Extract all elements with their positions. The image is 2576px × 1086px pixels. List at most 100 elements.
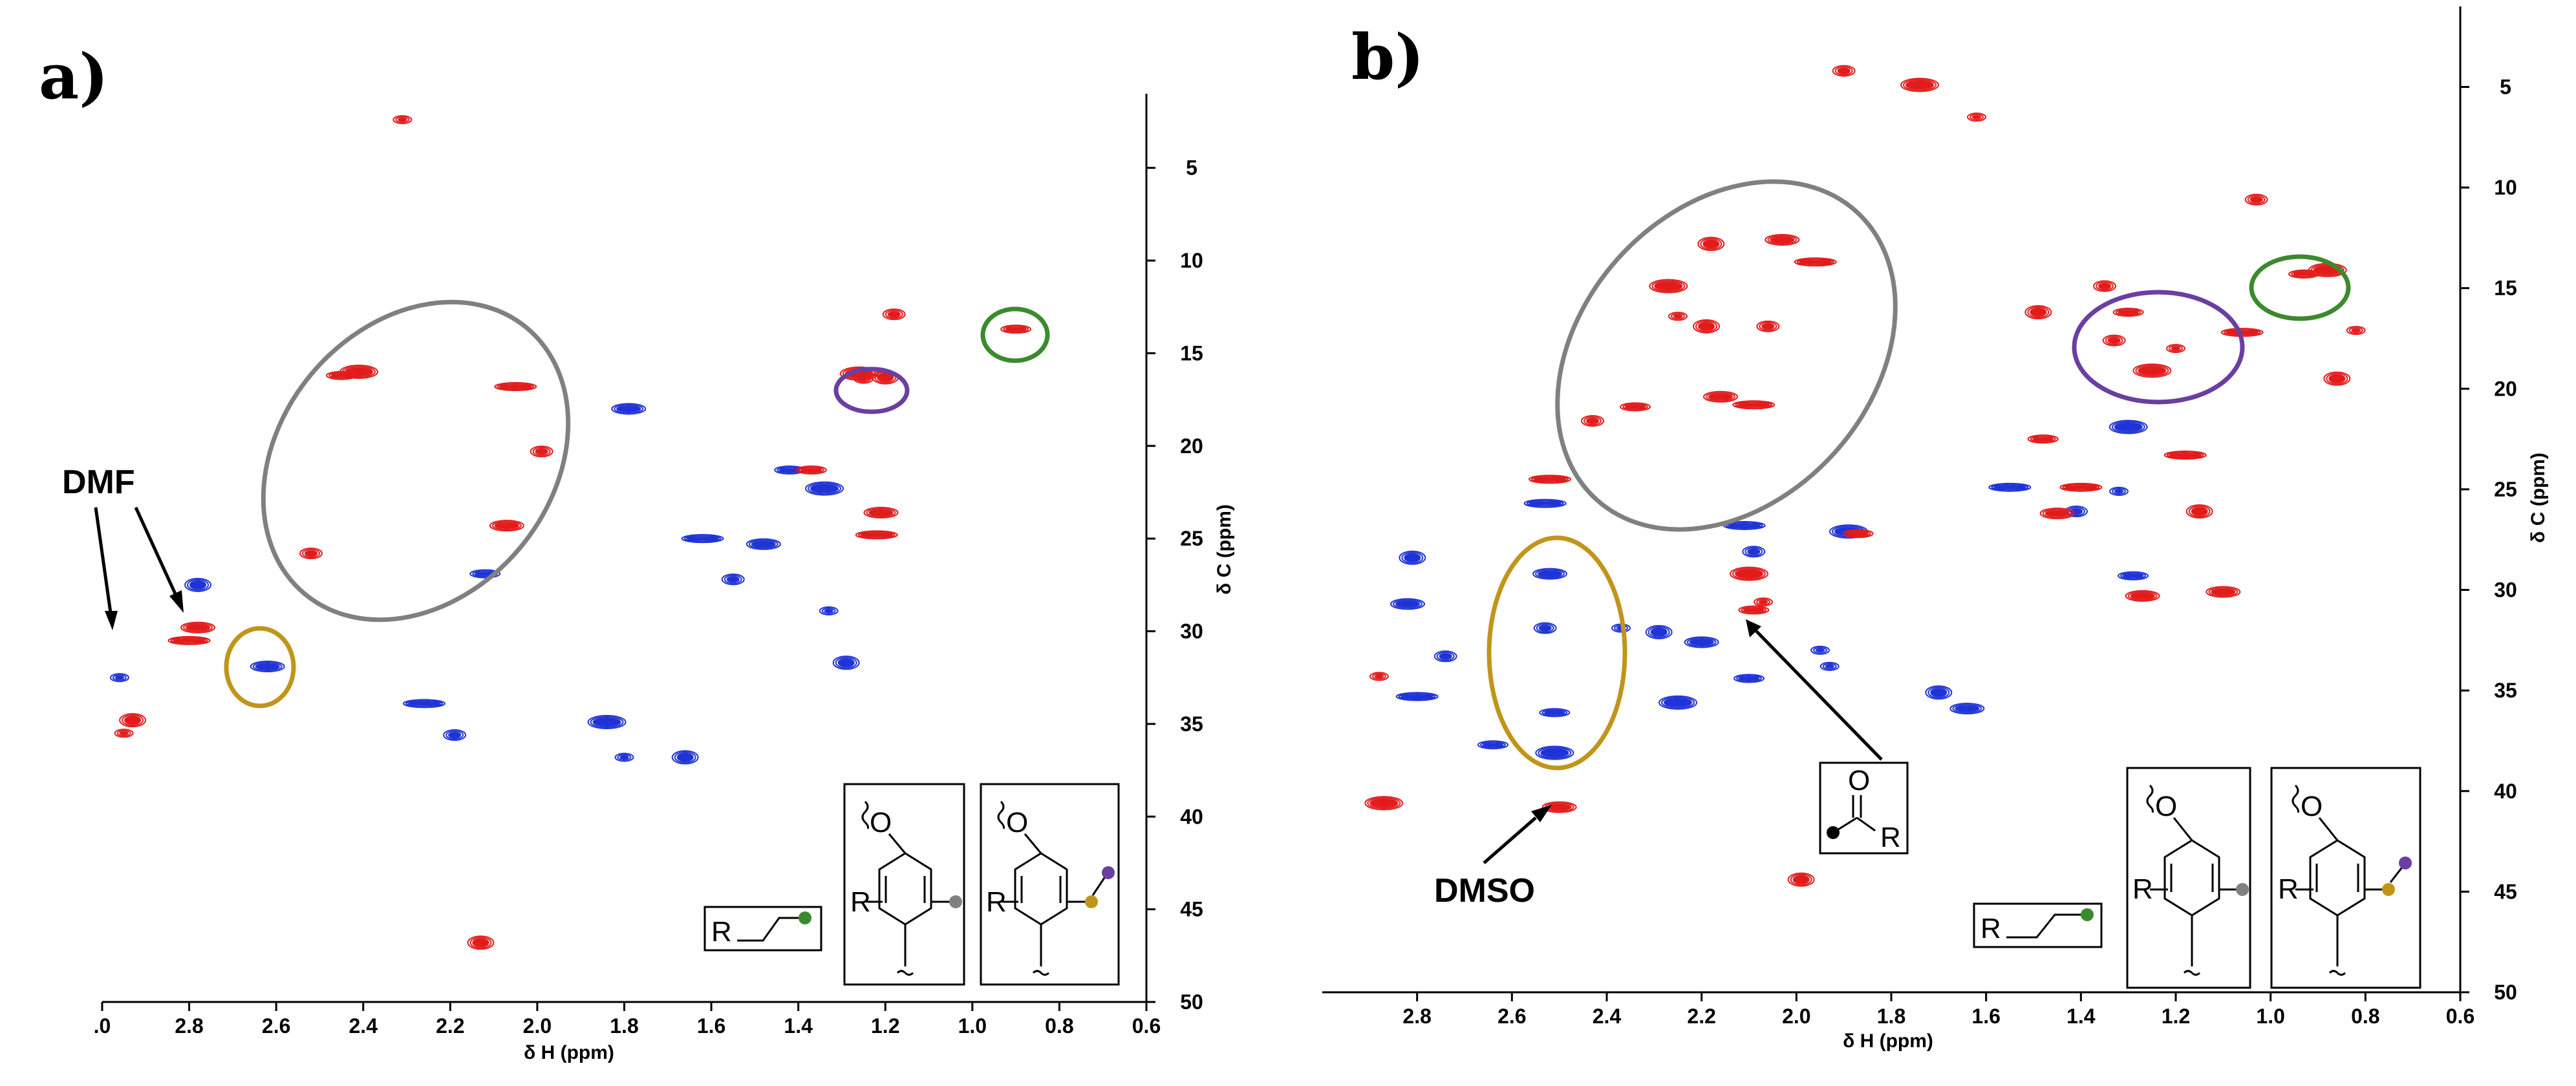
panel-b-label: b): [1351, 21, 1424, 94]
panel-b-y-title: δ C (ppm): [2528, 452, 2549, 543]
positive-peak: [2132, 363, 2172, 378]
panel-b-axes: 2.8 2.6 2.4 2.2 2.0 1.8 1.6 1.4 1.2 1.0 0.8 0.6 5 10…: [1322, 6, 2549, 1052]
positive-peak: [299, 548, 323, 560]
green-dot-icon: [799, 911, 811, 924]
positive-peak: [2093, 280, 2116, 292]
negative-peak: [721, 573, 745, 586]
panel-a-green-region: [980, 306, 1050, 363]
positive-peak: [180, 621, 216, 634]
dmso-arrow: [1483, 816, 1537, 864]
panel-a-x-ticks: .0 2.8 2.6 2.4 2.2 2.0 1.8 1.6 1.4 1.2 1.0 0.8 0.6: [94, 1002, 1161, 1038]
negative-peak: [1988, 482, 2032, 492]
positive-peak: [2027, 434, 2059, 444]
panel-a-purple-region: [833, 367, 910, 414]
negative-peak: [611, 403, 647, 415]
negative-peak: [805, 481, 844, 496]
positive-peak: [1649, 279, 1688, 293]
positive-peak: [530, 445, 553, 458]
panel-b-y-ticks: 5 10 15 20 25 30 35 40 45 50: [2460, 75, 2517, 1004]
panel-a-gold-o: O: [1006, 807, 1028, 838]
positive-peak: [1756, 320, 1780, 332]
panel-b-gold-region: [1487, 535, 1627, 771]
panel-b-chain-r: R: [1980, 913, 2001, 944]
positive-peak: [2059, 482, 2103, 492]
panel-b-dmso-label: DMSO: [1434, 872, 1535, 910]
panel-b-carbonyl-o: O: [1848, 765, 1870, 796]
panel-b: b) DMSO O: [1322, 6, 2549, 1052]
positive-peak: [1794, 257, 1837, 267]
y-tick-label: 10: [2494, 176, 2517, 199]
positive-peak: [2125, 590, 2160, 602]
x-tick-label: 2.6: [1497, 1005, 1526, 1028]
panel-a-negative-peaks: [109, 403, 860, 765]
y-tick-label: 35: [1180, 712, 1203, 736]
positive-peak: [1732, 400, 1776, 410]
positive-peak: [863, 507, 899, 519]
negative-peak: [832, 655, 860, 670]
panel-a-aromatic-gray: O R: [843, 783, 965, 986]
x-tick-label: 1.4: [2066, 1005, 2096, 1028]
positive-peak: [2206, 586, 2241, 598]
panel-a-aromatic-gold: O R: [980, 783, 1120, 986]
negative-peak: [671, 750, 699, 765]
y-tick-label: 50: [1180, 990, 1203, 1014]
panel-b-peaks: [1364, 65, 2366, 887]
y-tick-label: 15: [1180, 341, 1203, 365]
y-tick-label: 20: [1180, 434, 1203, 458]
carbonyl-arrow-head: [1746, 619, 1761, 637]
positive-peak: [882, 308, 906, 321]
positive-peak: [853, 374, 874, 384]
positive-peak: [1693, 319, 1720, 334]
panel-a-gray-region: [261, 299, 571, 623]
dmf-arrow-2: [134, 506, 179, 599]
x-tick-label: 2.2: [436, 1014, 464, 1038]
positive-peak: [1787, 872, 1815, 887]
positive-peak: [1900, 78, 1939, 92]
negative-peak: [1539, 708, 1571, 718]
panel-a-y-ticks: 5 10 15 20 25 30 35 40 45 50: [1146, 156, 1203, 1014]
panel-a: a) DMF R: [39, 40, 1235, 1063]
negative-peak: [1433, 650, 1457, 663]
panel-b-chain-structure: R: [1973, 902, 2103, 948]
positive-peak: [1000, 325, 1032, 334]
positive-peak: [2102, 334, 2126, 346]
x-tick-label: 2.6: [262, 1014, 290, 1038]
panel-b-carbonyl-r: R: [1880, 822, 1901, 853]
negative-peak: [1477, 740, 1508, 750]
negative-peak: [1742, 546, 1766, 558]
negative-peak: [2109, 487, 2129, 496]
y-tick-label: 45: [2494, 880, 2517, 903]
positive-peak: [2166, 344, 2185, 354]
positive-peak: [1697, 237, 1725, 251]
y-tick-label: 40: [1180, 805, 1203, 828]
green-dot-icon: [2081, 908, 2094, 921]
positive-peak: [489, 520, 524, 532]
positive-peak: [167, 635, 211, 645]
negative-peak: [2118, 571, 2149, 580]
negative-peak: [1395, 692, 1439, 701]
negative-peak: [681, 534, 724, 544]
gray-dot-icon: [2236, 883, 2249, 896]
positive-peak: [114, 729, 134, 738]
panel-a-positive-peaks: [114, 115, 1032, 950]
negative-peak: [2109, 420, 2148, 434]
panel-b-gray-o: O: [2155, 791, 2177, 822]
panel-a-x-title: δ H (ppm): [524, 1042, 614, 1063]
positive-peak: [2039, 507, 2075, 520]
dmf-arrow-1: [94, 507, 113, 618]
positive-peak: [1581, 415, 1604, 427]
y-tick-label: 10: [1180, 249, 1203, 272]
positive-peak: [392, 115, 413, 125]
panel-b-gray-r: R: [2132, 873, 2153, 905]
negative-peak: [1532, 568, 1567, 580]
negative-peak: [1399, 550, 1426, 565]
negative-peak: [1949, 703, 1985, 715]
x-tick-label: 2.4: [349, 1014, 378, 1038]
x-tick-label: 1.0: [2256, 1005, 2284, 1028]
negative-peak: [1925, 685, 1953, 700]
panel-a-regions: [224, 299, 1050, 708]
positive-peak: [1668, 312, 1688, 321]
y-tick-label: 35: [2494, 679, 2517, 702]
x-tick-label: 1.8: [610, 1014, 638, 1038]
x-tick-label: 2.2: [1687, 1005, 1715, 1028]
